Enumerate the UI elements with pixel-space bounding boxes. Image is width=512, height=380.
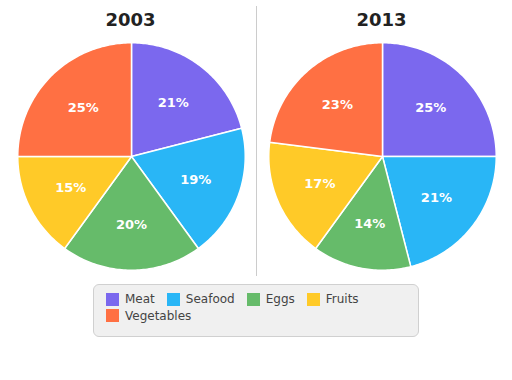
svg-text:14%: 14%	[354, 216, 385, 231]
html-text:Seafood: Seafood	[185, 292, 235, 307]
svg-text:20%: 20%	[115, 217, 146, 232]
svg-text:15%: 15%	[55, 180, 86, 195]
svg-text:17%: 17%	[304, 176, 335, 191]
svg-text:21%: 21%	[157, 95, 188, 110]
svg-text:23%: 23%	[321, 97, 352, 112]
svg-text:21%: 21%	[420, 190, 451, 205]
html-text:Vegetables: Vegetables	[125, 308, 192, 323]
svg-text:25%: 25%	[67, 100, 98, 115]
svg-text:25%: 25%	[415, 100, 446, 115]
html-text:2003: 2003	[105, 9, 156, 30]
svg-text:19%: 19%	[180, 172, 211, 187]
html-text:Eggs: Eggs	[265, 292, 295, 307]
html-text:2013: 2013	[356, 9, 407, 30]
html-text:Fruits: Fruits	[325, 292, 359, 307]
html-text:Meat: Meat	[125, 292, 155, 307]
